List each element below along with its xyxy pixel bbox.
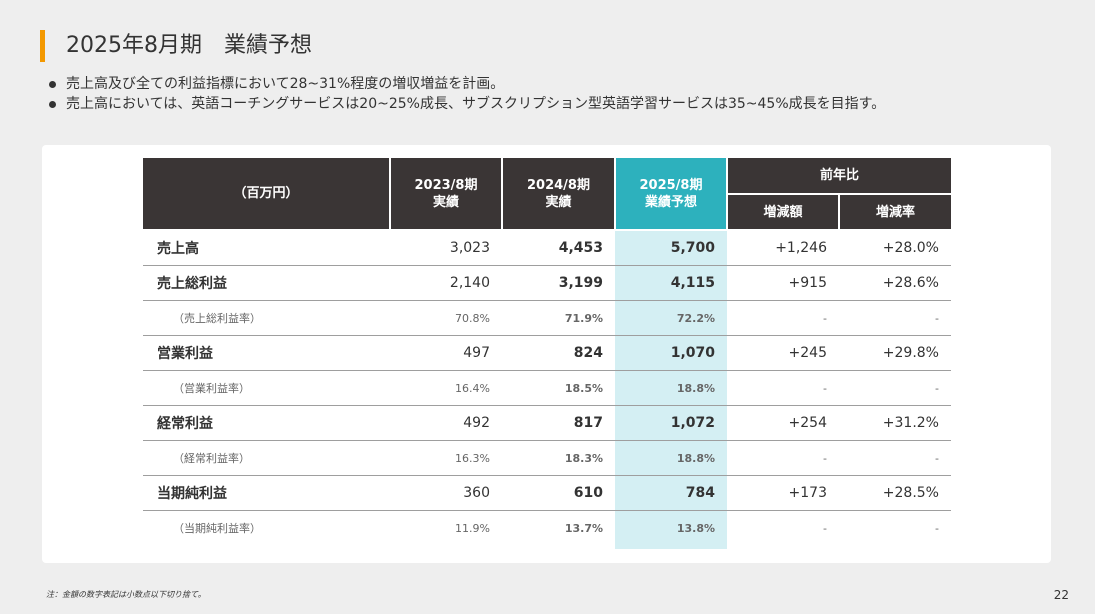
header-2023-period: 2023/8期 bbox=[414, 177, 478, 193]
header-yoy-amount: 増減額 bbox=[727, 194, 840, 231]
cell-2025: 18.8% bbox=[615, 440, 727, 476]
cell-rate: - bbox=[935, 521, 939, 535]
bullet-item: 売上高においては、英語コーチングサービスは20~25%成長、サブスクリプション型… bbox=[46, 94, 885, 114]
cell-rate: +28.5% bbox=[839, 475, 951, 511]
cell-diff: - bbox=[823, 521, 827, 535]
cell-rate: +28.6% bbox=[839, 265, 951, 301]
cell-2024: 817 bbox=[502, 405, 615, 441]
cell-2025: 784 bbox=[615, 475, 727, 511]
row-label: 売上総利益 bbox=[143, 265, 390, 301]
page-number: 22 bbox=[1053, 588, 1069, 602]
cell-2025: 5,700 bbox=[615, 230, 727, 266]
row-label: 当期純利益 bbox=[143, 475, 390, 511]
cell-2024: 18.3% bbox=[502, 440, 615, 476]
cell-2024: 824 bbox=[502, 335, 615, 371]
bullet-list: 売上高及び全ての利益指標において28~31%程度の増収増益を計画。 売上高におい… bbox=[46, 74, 885, 114]
cell-2025: 1,070 bbox=[615, 335, 727, 371]
row-label: 営業利益 bbox=[143, 335, 390, 371]
header-yoy: 前年比 bbox=[727, 158, 951, 195]
cell-2024: 3,199 bbox=[502, 265, 615, 301]
table-row: （経常利益率） 16.3% 18.3% 18.8% - - bbox=[143, 440, 951, 476]
cell-rate: - bbox=[839, 440, 951, 476]
cell-2023: 70.8% bbox=[390, 300, 502, 336]
cell-diff: - bbox=[727, 440, 839, 476]
cell-2023: 492 bbox=[390, 405, 502, 441]
cell-2025: 13.8% bbox=[676, 521, 715, 535]
header-2023-type: 実績 bbox=[432, 194, 459, 210]
cell-2023: 497 bbox=[390, 335, 502, 371]
header-2024-period: 2024/8期 bbox=[527, 177, 590, 193]
row-label: 売上高 bbox=[143, 230, 390, 266]
cell-2024: 610 bbox=[502, 475, 615, 511]
cell-rate: - bbox=[839, 370, 951, 406]
cell-2024: 13.7% bbox=[564, 521, 603, 535]
header-2025: 2025/8期 業績予想 bbox=[615, 158, 728, 231]
header-2023: 2023/8期 実績 bbox=[390, 158, 503, 231]
cell-2025: 1,072 bbox=[615, 405, 727, 441]
footnote: 注：金額の数字表記は小数点以下切り捨て。 bbox=[46, 590, 206, 599]
row-label: （当期純利益率） bbox=[173, 522, 261, 535]
header-2024: 2024/8期 実績 bbox=[502, 158, 616, 231]
forecast-table: （百万円） 2023/8期 実績 2024/8期 実績 2025/8期 業績予想… bbox=[143, 158, 951, 545]
page-title: 2025年8月期 業績予想 bbox=[66, 33, 312, 58]
row-label: （営業利益率） bbox=[143, 370, 390, 406]
header-2025-type: 業績予想 bbox=[644, 194, 697, 210]
table-row: 経常利益 492 817 1,072 +254 +31.2% bbox=[143, 405, 951, 441]
table-row: 営業利益 497 824 1,070 +245 +29.8% bbox=[143, 335, 951, 371]
cell-2025: 4,115 bbox=[615, 265, 727, 301]
cell-diff: +254 bbox=[727, 405, 839, 441]
cell-2025: 72.2% bbox=[615, 300, 727, 336]
table-row: 売上総利益 2,140 3,199 4,115 +915 +28.6% bbox=[143, 265, 951, 301]
cell-2025: 18.8% bbox=[615, 370, 727, 406]
row-label: （売上総利益率） bbox=[143, 300, 390, 336]
cell-2023: 16.4% bbox=[390, 370, 502, 406]
table-row: 当期純利益 360 610 784 +173 +28.5% bbox=[143, 475, 951, 511]
table-row: （当期純利益率） 11.9% 13.7% 13.8% - - bbox=[143, 511, 951, 546]
cell-2023: 2,140 bbox=[390, 265, 502, 301]
row-label: 経常利益 bbox=[143, 405, 390, 441]
cell-2024: 18.5% bbox=[502, 370, 615, 406]
cell-rate: - bbox=[839, 300, 951, 336]
table-row: （営業利益率） 16.4% 18.5% 18.8% - - bbox=[143, 370, 951, 406]
cell-2024: 4,453 bbox=[502, 230, 615, 266]
cell-diff: - bbox=[727, 300, 839, 336]
cell-diff: - bbox=[727, 370, 839, 406]
cell-diff: +173 bbox=[727, 475, 839, 511]
cell-rate: +31.2% bbox=[839, 405, 951, 441]
unit-header: （百万円） bbox=[143, 158, 391, 231]
table-row: 売上高 3,023 4,453 5,700 +1,246 +28.0% bbox=[143, 230, 951, 266]
row-label: （経常利益率） bbox=[143, 440, 390, 476]
cell-2023: 360 bbox=[390, 475, 502, 511]
header-2025-period: 2025/8期 bbox=[639, 177, 703, 193]
header-2024-type: 実績 bbox=[545, 194, 572, 210]
bullet-item: 売上高及び全ての利益指標において28~31%程度の増収増益を計画。 bbox=[46, 74, 885, 94]
cell-2023: 16.3% bbox=[390, 440, 502, 476]
table-row: （売上総利益率） 70.8% 71.9% 72.2% - - bbox=[143, 300, 951, 336]
header-yoy-rate: 増減率 bbox=[839, 194, 951, 231]
cell-2024: 71.9% bbox=[502, 300, 615, 336]
cell-2023: 11.9% bbox=[455, 521, 490, 535]
cell-diff: +915 bbox=[727, 265, 839, 301]
cell-rate: +29.8% bbox=[839, 335, 951, 371]
cell-rate: +28.0% bbox=[839, 230, 951, 266]
cell-diff: +245 bbox=[727, 335, 839, 371]
title-accent-bar bbox=[40, 30, 45, 62]
cell-diff: +1,246 bbox=[727, 230, 839, 266]
cell-2023: 3,023 bbox=[390, 230, 502, 266]
